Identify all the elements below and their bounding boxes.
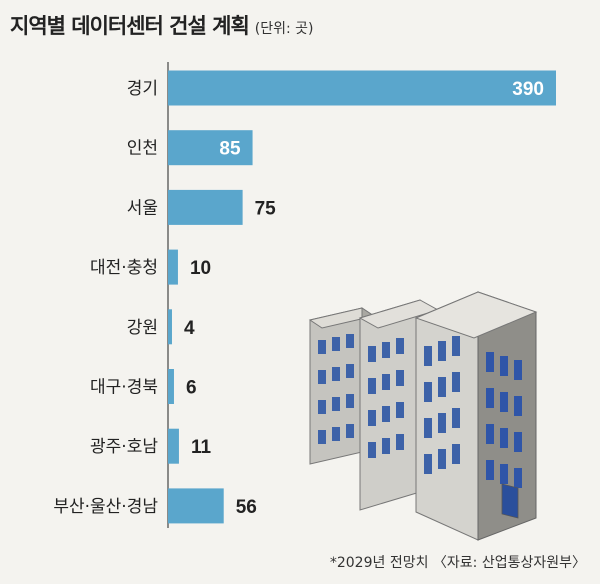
bar-3 xyxy=(168,249,178,285)
bar-2 xyxy=(168,189,243,225)
value-label-1: 85 xyxy=(219,139,241,160)
category-label-6: 광주·호남 xyxy=(90,437,158,457)
bar-4 xyxy=(168,309,172,345)
source-note: *2029년 전망치 〈자료: 산업통상자원부〉 xyxy=(329,555,586,571)
value-label-7: 56 xyxy=(236,497,257,518)
value-label-5: 6 xyxy=(186,378,197,399)
category-label-7: 부산·울산·경남 xyxy=(53,497,158,517)
value-label-6: 11 xyxy=(191,437,212,458)
bar-0 xyxy=(168,70,556,106)
bar-7 xyxy=(168,488,224,524)
category-label-5: 대구·경북 xyxy=(90,378,158,398)
value-label-0: 390 xyxy=(512,79,544,100)
chart-title: 지역별 데이터센터 건설 계획 xyxy=(10,14,250,38)
value-label-3: 10 xyxy=(190,258,211,279)
value-label-2: 75 xyxy=(255,198,277,219)
unit-label: (단위: 곳) xyxy=(254,21,314,37)
value-label-4: 4 xyxy=(184,318,195,339)
bar-5 xyxy=(168,369,174,404)
category-label-4: 강원 xyxy=(127,318,158,338)
bar-1 xyxy=(168,130,253,166)
building-illustration xyxy=(308,291,538,541)
category-label-2: 서울 xyxy=(127,198,158,218)
category-label-0: 경기 xyxy=(127,79,158,99)
bars-group: 경기 390 인천 85 서울 75 대전·충청 10 강원 4 대구·경북 6 광주·호남 11 부산·울… xyxy=(53,70,556,524)
bar-6 xyxy=(168,428,179,464)
category-label-3: 대전·충청 xyxy=(90,258,158,278)
title-row: 지역별 데이터센터 건설 계획 (단위: 곳) xyxy=(10,10,314,40)
category-label-1: 인천 xyxy=(127,139,158,159)
